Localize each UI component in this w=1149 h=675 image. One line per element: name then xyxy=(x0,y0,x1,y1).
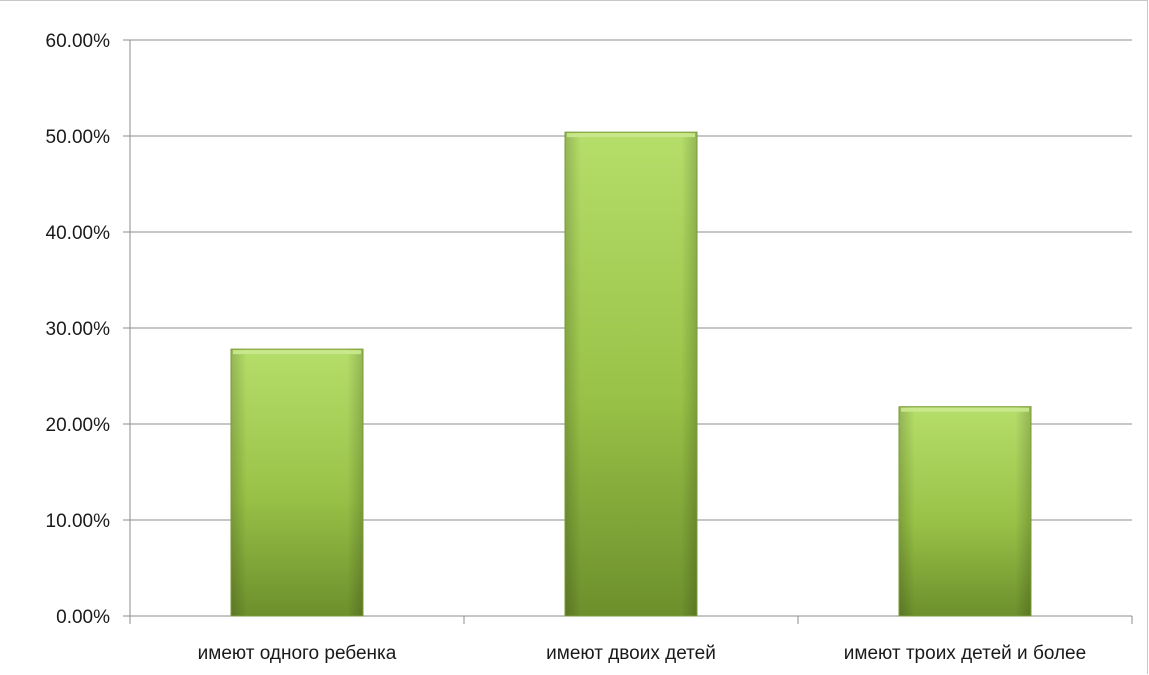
x-category-label: имеют двоих детей xyxy=(546,643,716,664)
y-tick-label: 40.00% xyxy=(46,223,111,244)
y-tick-label: 20.00% xyxy=(46,415,111,436)
y-tick-labels: 0.00% 10.00% 20.00% 30.00% 40.00% 50.00% 60.00… xyxy=(46,31,111,628)
y-tick-label: 50.00% xyxy=(46,127,111,148)
y-tick-label: 0.00% xyxy=(56,607,110,628)
bar xyxy=(898,406,1032,617)
y-tick-label: 30.00% xyxy=(46,319,111,340)
bars xyxy=(230,131,1032,617)
x-category-labels: имеют одного ребенка имеют двоих детей име… xyxy=(198,643,1087,664)
bar xyxy=(230,348,364,617)
x-category-label: имеют троих детей и более xyxy=(844,643,1086,664)
bar xyxy=(564,131,698,617)
y-tick-label: 60.00% xyxy=(46,31,111,52)
y-tick-label: 10.00% xyxy=(46,511,111,532)
x-category-label: имеют одного ребенка xyxy=(198,643,397,664)
